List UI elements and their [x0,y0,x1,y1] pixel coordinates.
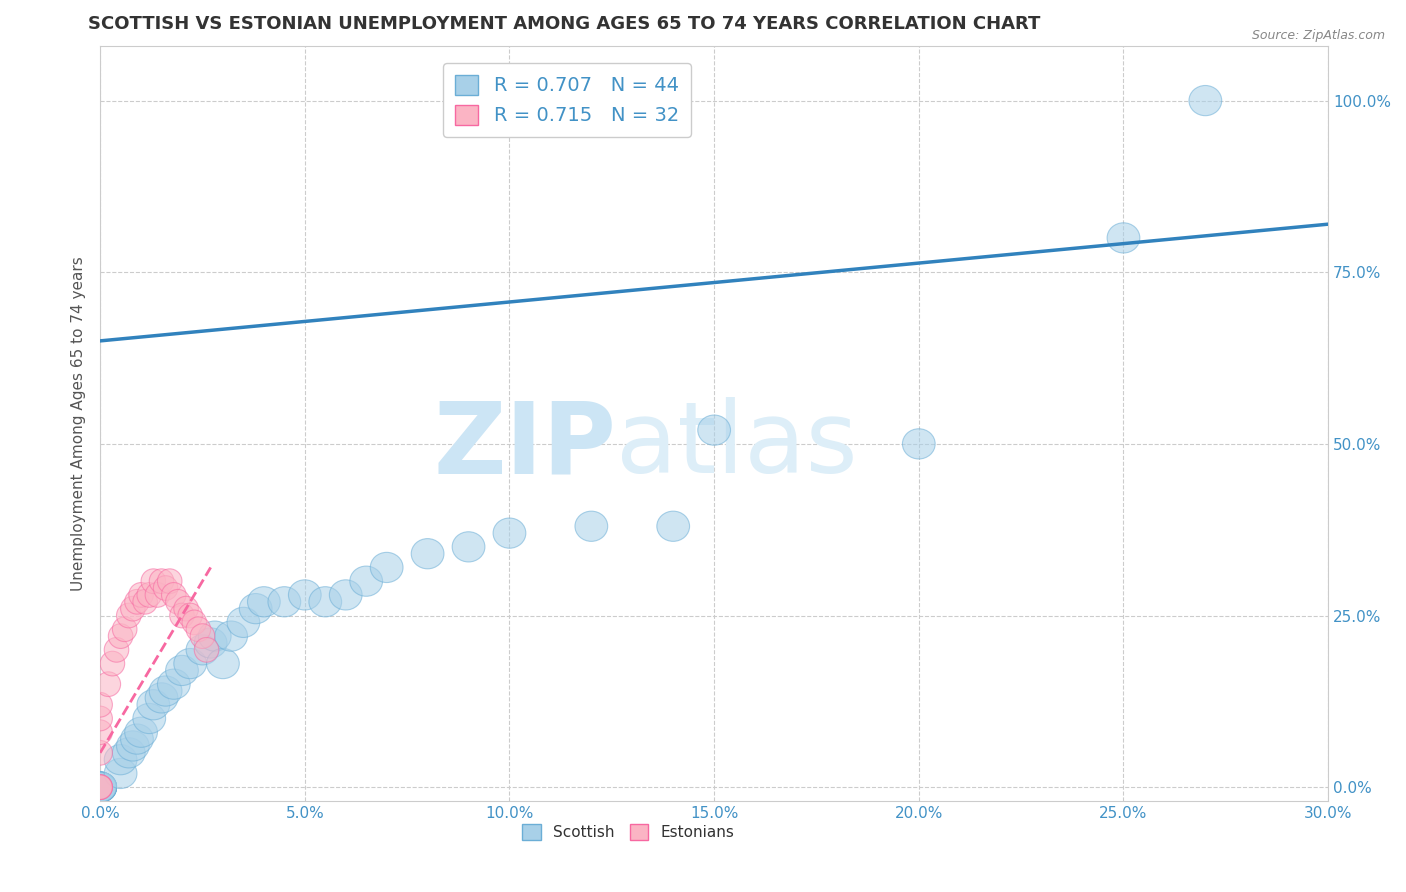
Ellipse shape [697,415,731,445]
Ellipse shape [136,690,170,720]
Y-axis label: Unemployment Among Ages 65 to 74 years: Unemployment Among Ages 65 to 74 years [72,256,86,591]
Ellipse shape [239,593,271,624]
Ellipse shape [134,590,157,614]
Ellipse shape [96,672,121,697]
Ellipse shape [121,596,145,621]
Ellipse shape [87,692,112,717]
Ellipse shape [104,638,129,662]
Ellipse shape [84,772,117,802]
Ellipse shape [226,607,260,638]
Ellipse shape [87,740,112,765]
Ellipse shape [84,772,117,802]
Ellipse shape [84,772,117,802]
Ellipse shape [104,745,136,775]
Ellipse shape [411,539,444,569]
Ellipse shape [87,775,112,799]
Ellipse shape [112,738,145,768]
Ellipse shape [84,772,117,802]
Ellipse shape [288,580,321,610]
Ellipse shape [129,582,153,607]
Ellipse shape [104,758,136,789]
Ellipse shape [903,429,935,459]
Ellipse shape [145,582,170,607]
Ellipse shape [575,511,607,541]
Ellipse shape [145,682,179,713]
Text: atlas: atlas [616,398,858,494]
Legend: Scottish, Estonians: Scottish, Estonians [516,818,740,847]
Ellipse shape [134,704,166,733]
Ellipse shape [179,603,202,628]
Ellipse shape [207,648,239,679]
Ellipse shape [153,575,179,600]
Ellipse shape [309,587,342,617]
Ellipse shape [170,603,194,628]
Ellipse shape [149,569,174,593]
Ellipse shape [149,676,181,706]
Ellipse shape [87,775,112,799]
Ellipse shape [198,621,231,651]
Ellipse shape [186,635,219,665]
Ellipse shape [494,518,526,549]
Ellipse shape [84,772,117,802]
Ellipse shape [350,566,382,596]
Ellipse shape [329,580,363,610]
Ellipse shape [112,617,136,641]
Ellipse shape [269,587,301,617]
Ellipse shape [108,624,134,648]
Ellipse shape [1189,86,1222,116]
Ellipse shape [121,724,153,755]
Ellipse shape [657,511,689,541]
Ellipse shape [453,532,485,562]
Ellipse shape [247,587,280,617]
Text: SCOTTISH VS ESTONIAN UNEMPLOYMENT AMONG AGES 65 TO 74 YEARS CORRELATION CHART: SCOTTISH VS ESTONIAN UNEMPLOYMENT AMONG … [87,15,1040,33]
Ellipse shape [162,582,186,607]
Ellipse shape [1107,223,1140,253]
Ellipse shape [166,656,198,686]
Ellipse shape [157,569,181,593]
Ellipse shape [84,772,117,802]
Ellipse shape [370,552,404,582]
Ellipse shape [125,717,157,747]
Ellipse shape [186,617,211,641]
Ellipse shape [125,590,149,614]
Ellipse shape [215,621,247,651]
Ellipse shape [87,706,112,731]
Ellipse shape [100,651,125,676]
Ellipse shape [141,569,166,593]
Ellipse shape [117,603,141,628]
Ellipse shape [87,775,112,799]
Ellipse shape [87,720,112,745]
Ellipse shape [194,638,219,662]
Text: ZIP: ZIP [433,398,616,494]
Ellipse shape [117,731,149,761]
Ellipse shape [84,772,117,802]
Ellipse shape [194,628,226,658]
Ellipse shape [190,624,215,648]
Ellipse shape [166,590,190,614]
Ellipse shape [157,669,190,699]
Ellipse shape [84,772,117,802]
Ellipse shape [174,596,198,621]
Ellipse shape [174,648,207,679]
Text: Source: ZipAtlas.com: Source: ZipAtlas.com [1251,29,1385,42]
Ellipse shape [181,610,207,635]
Ellipse shape [136,582,162,607]
